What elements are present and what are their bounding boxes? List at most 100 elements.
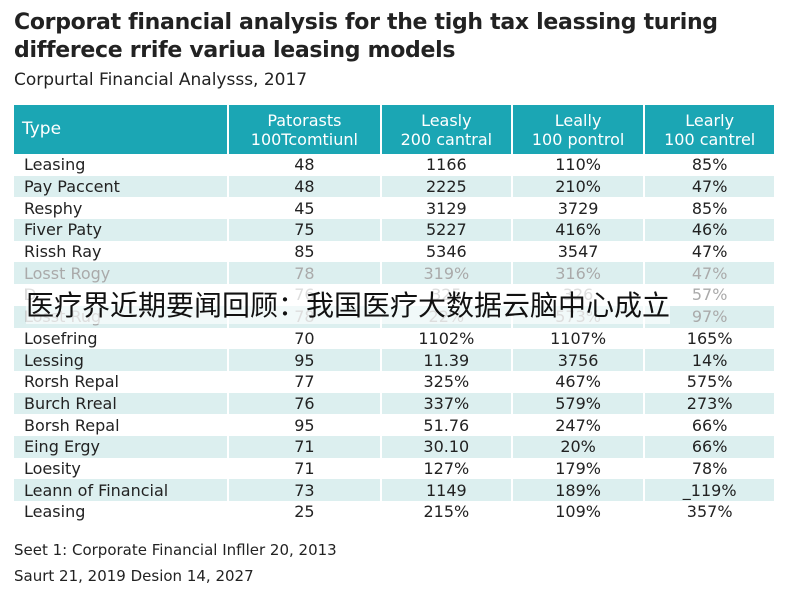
header-line: Patorasts [267, 110, 342, 130]
table-cell: 416% [512, 219, 644, 241]
table-cell: _119% [645, 479, 774, 501]
header-line: Type [22, 119, 62, 139]
table-cell: 47% [645, 175, 774, 198]
table-cell: 3729 [557, 198, 599, 218]
table-cell: 109% [555, 502, 601, 522]
table-row: Burch Rreal 76 337% 579% 273% [14, 392, 774, 415]
column-header: Patorasts 100Tcomtiunl [228, 105, 380, 154]
table-row: Leasing 48 1166 110% 85% [14, 154, 774, 176]
column-header: Type [14, 105, 227, 154]
column-header: Learly 100 cantrel [645, 105, 774, 154]
column-header: Leally 100 pontrol [512, 105, 644, 154]
header-line: 100 pontrol [531, 129, 625, 149]
table-row: Resphy 45 3129 3729 85% [14, 197, 774, 219]
header-line: 200 cantral [400, 129, 493, 149]
table-cell: 210% [512, 175, 644, 198]
footer-note: Seet 1: Corporate Financial Infller 20, … [14, 541, 337, 559]
table-cell: 20% [512, 435, 644, 458]
table-cell: 273% [645, 392, 774, 415]
table-row: Loesity 71 127% 179% 78% [14, 458, 774, 480]
table-cell: 70 [294, 328, 315, 348]
table-cell: 78% [691, 458, 728, 478]
table-cell: 110% [555, 155, 601, 175]
table-cell: 73 [228, 479, 380, 501]
header-line: Learly [685, 110, 735, 130]
title: Corporat financial analysis for the tigh… [14, 10, 718, 35]
table-cell: 66% [645, 435, 774, 458]
table-cell: Leann of Financial [14, 479, 227, 501]
table-cell: 48 [294, 155, 315, 175]
table-cell: 47% [645, 262, 774, 285]
header-line: Leasly [421, 110, 472, 130]
table-cell: 85 [294, 242, 315, 262]
table-row: Rissh Ray 85 5346 3547 47% [14, 241, 774, 263]
table-cell: 57% [691, 285, 728, 305]
table-cell: Pay Paccent [14, 175, 227, 198]
table-cell: Lessing [14, 349, 227, 371]
table-cell: 325% [423, 372, 470, 392]
table-cell: 3129 [425, 198, 467, 218]
table-cell: 467% [555, 372, 601, 392]
header-line: 100Tcomtiunl [250, 129, 358, 149]
table-cell: 1102% [418, 328, 475, 348]
table-cell: 85% [691, 155, 728, 175]
table-cell: Leasing [24, 155, 86, 175]
table-row: Losefring 70 1102% 1107% 165% [14, 328, 774, 350]
table-cell: 71 [228, 435, 380, 458]
table-cell: 75 [228, 219, 380, 241]
table-cell: 215% [423, 502, 470, 522]
table-row: Pay Paccent 48 2225 210% 47% [14, 175, 774, 198]
table-cell: 575% [686, 372, 733, 392]
table-cell: 66% [691, 415, 728, 435]
table-cell: Fiver Paty [14, 219, 227, 241]
table-cell: 3756 [512, 349, 644, 371]
table-cell: 11.39 [381, 349, 511, 371]
table-cell: 579% [512, 392, 644, 415]
table-cell: 179% [555, 458, 601, 478]
table-cell: 5227 [381, 219, 511, 241]
header-line: Leally [554, 110, 602, 130]
table-cell: 5346 [425, 242, 467, 262]
footer-note: Saurt 21, 2019 Desion 14, 2027 [14, 567, 254, 585]
overlay-caption: 医疗界近期要闻回顾：我国医疗大数据云脑中心成立 [26, 284, 671, 324]
table-cell: 1166 [425, 155, 467, 175]
table-cell: Losst Rogy [14, 262, 227, 285]
table-cell: 1107% [550, 328, 607, 348]
table-cell: 3547 [557, 242, 599, 262]
table-row: Borsh Repal 95 51.76 247% 66% [14, 414, 774, 436]
table-cell: 165% [686, 328, 733, 348]
table-cell: 30.10 [381, 435, 511, 458]
table-cell: 357% [686, 502, 733, 522]
table-row: Rorsh Repal 77 325% 467% 575% [14, 371, 774, 393]
table-cell: Borsh Repal [24, 415, 120, 435]
table-cell: Eing Ergy [14, 435, 227, 458]
table-cell: 71 [294, 458, 315, 478]
table-cell: 14% [645, 349, 774, 371]
table-cell: 95 [228, 349, 380, 371]
table-row: Leann of Financial 73 1149 189% _119% [14, 479, 774, 501]
table-cell: 76 [228, 392, 380, 415]
subtitle: Corpurtal Financial Analysss, 2017 [14, 70, 308, 90]
table-cell: Resphy [24, 198, 83, 218]
table-cell: 337% [381, 392, 511, 415]
table-cell: 247% [555, 415, 601, 435]
header-row: Type Patorasts 100Tcomtiunl Leasly 200 cantr… [14, 105, 774, 154]
table-cell: 48 [228, 175, 380, 198]
table-cell: Loesity [24, 458, 81, 478]
table-cell: 97% [645, 305, 774, 328]
table-cell: Rissh Ray [24, 242, 102, 262]
column-header: Leasly 200 cantral [381, 105, 511, 154]
table-cell: 45 [294, 198, 315, 218]
table-cell: 85% [691, 198, 728, 218]
title: differece rrife variua leasing models [14, 38, 456, 63]
table-row: Eing Ergy 71 30.10 20% 66% [14, 435, 774, 458]
table-cell: 189% [512, 479, 644, 501]
table-cell: 95 [294, 415, 315, 435]
table-cell: 78 [228, 262, 380, 285]
table-cell: 127% [423, 458, 470, 478]
table-cell: 319% [381, 262, 511, 285]
table-cell: 47% [691, 242, 728, 262]
table-row: Losst Rogy 78 319% 316% 47% [14, 262, 774, 285]
table-row: Lessing 95 11.39 3756 14% [14, 349, 774, 371]
table-cell: 51.76 [423, 415, 470, 435]
